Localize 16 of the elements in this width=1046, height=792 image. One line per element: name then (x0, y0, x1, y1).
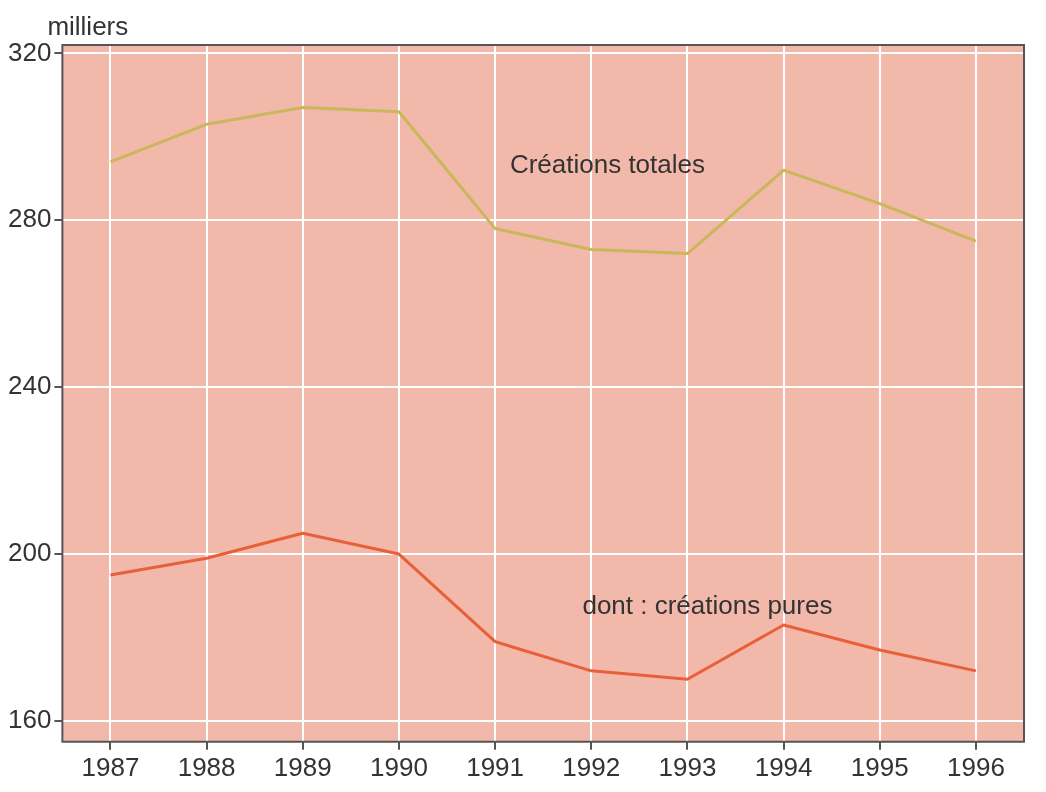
x-tick-label: 1995 (850, 751, 909, 782)
series-label: Créations totales (509, 148, 705, 179)
x-tick-label: 1988 (177, 751, 236, 782)
y-tick-label: 280 (7, 203, 52, 234)
y-tick-label: 160 (7, 704, 52, 735)
x-tick-label: 1992 (562, 751, 621, 782)
x-tick-label: 1994 (754, 751, 813, 782)
x-tick-label: 1991 (466, 751, 525, 782)
x-tick-label: 1987 (81, 751, 140, 782)
y-tick-label: 240 (7, 370, 52, 401)
y-tick-label: 200 (7, 537, 52, 568)
series-label: dont : créations pures (582, 590, 833, 621)
x-tick-label: 1990 (370, 751, 428, 782)
x-tick-label: 1993 (658, 751, 717, 782)
x-tick-label: 1989 (273, 751, 332, 782)
x-tick-label: 1996 (947, 751, 1005, 782)
